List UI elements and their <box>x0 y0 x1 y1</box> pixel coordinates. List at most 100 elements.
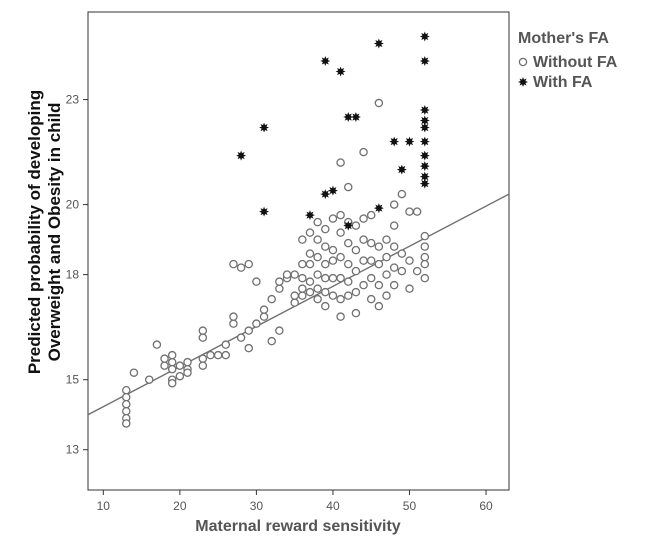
point-without-fa <box>244 326 253 335</box>
point-with-fa <box>389 136 400 147</box>
point-without-fa <box>336 273 345 283</box>
point-without-fa <box>305 259 315 269</box>
point-without-fa <box>420 259 430 269</box>
point-with-fa <box>419 171 430 182</box>
point-without-fa <box>290 291 299 300</box>
point-without-fa <box>167 378 177 388</box>
point-without-fa <box>167 357 177 367</box>
point-without-fa <box>359 147 368 157</box>
point-without-fa <box>313 284 322 293</box>
point-without-fa <box>321 224 330 234</box>
point-without-fa <box>321 287 330 297</box>
point-with-fa <box>320 189 331 200</box>
point-without-fa <box>321 259 330 269</box>
point-without-fa <box>374 259 384 269</box>
point-without-fa <box>160 354 169 363</box>
point-with-fa <box>404 136 415 147</box>
point-without-fa <box>313 217 322 227</box>
point-without-fa <box>313 294 322 304</box>
point-without-fa <box>397 249 407 258</box>
point-without-fa <box>198 326 208 335</box>
point-without-fa <box>374 98 384 108</box>
point-without-fa <box>244 259 253 269</box>
point-without-fa <box>122 419 131 428</box>
point-without-fa <box>298 284 307 293</box>
point-without-fa <box>290 298 299 307</box>
point-without-fa <box>351 287 361 297</box>
point-without-fa <box>328 256 338 265</box>
y-tick-label: 15 <box>66 373 80 387</box>
y-axis-title-line-2: Overweight and Obesity in child <box>45 103 64 362</box>
point-without-fa <box>382 235 391 244</box>
point-without-fa <box>405 207 414 216</box>
x-tick-label: 30 <box>250 499 264 513</box>
point-without-fa <box>389 242 399 251</box>
point-without-fa <box>366 256 376 265</box>
point-without-fa <box>183 357 192 367</box>
point-without-fa <box>420 231 430 241</box>
point-without-fa <box>122 392 131 402</box>
point-without-fa <box>305 249 315 258</box>
point-without-fa <box>160 361 169 370</box>
point-without-fa <box>259 312 269 321</box>
point-with-fa <box>396 164 407 175</box>
x-axis-ticks: 10 20 30 40 50 60 <box>97 490 493 513</box>
point-without-fa <box>144 375 154 384</box>
point-without-fa <box>275 277 284 286</box>
x-tick-label: 50 <box>403 499 417 513</box>
point-with-fa <box>419 56 430 67</box>
point-with-fa <box>419 115 430 126</box>
point-with-fa <box>419 161 430 172</box>
point-without-fa <box>397 189 407 199</box>
point-without-fa <box>359 280 368 290</box>
legend-open-circle-icon <box>518 57 528 67</box>
point-without-fa <box>328 245 338 255</box>
point-without-fa <box>374 280 384 290</box>
point-with-fa <box>259 122 270 133</box>
point-without-fa <box>298 259 307 269</box>
legend-entry-without-fa: Without FA <box>533 54 618 71</box>
point-without-fa <box>328 214 338 223</box>
point-without-fa <box>129 368 139 377</box>
point-without-fa <box>389 221 399 230</box>
y-tick-label: 18 <box>66 268 80 282</box>
point-with-fa <box>335 66 346 77</box>
point-without-fa <box>420 252 430 262</box>
point-without-fa <box>374 242 384 251</box>
point-with-fa <box>373 203 384 214</box>
y-tick-label: 23 <box>66 93 80 107</box>
point-without-fa <box>152 340 162 349</box>
point-without-fa <box>344 291 353 300</box>
point-without-fa <box>305 287 315 297</box>
point-without-fa <box>359 235 368 244</box>
point-without-fa <box>213 350 223 360</box>
point-without-fa <box>389 263 399 272</box>
point-without-fa <box>328 291 338 300</box>
x-tick-label: 40 <box>326 499 340 513</box>
point-without-fa <box>229 259 238 269</box>
point-without-fa <box>252 319 261 328</box>
point-without-fa <box>336 158 345 167</box>
point-without-fa <box>344 259 353 269</box>
point-without-fa <box>259 305 269 314</box>
point-without-fa <box>359 214 368 223</box>
point-without-fa <box>236 263 246 272</box>
point-without-fa <box>305 277 315 286</box>
point-without-fa <box>305 228 315 237</box>
point-without-fa <box>321 273 330 283</box>
point-without-fa <box>229 319 238 328</box>
point-without-fa <box>344 277 353 286</box>
point-without-fa <box>290 270 299 279</box>
point-with-fa <box>419 178 430 189</box>
point-without-fa <box>366 210 376 220</box>
point-without-fa <box>221 350 231 360</box>
point-without-fa <box>336 312 345 321</box>
point-without-fa <box>389 280 399 290</box>
plot-frame <box>87 11 510 491</box>
point-without-fa <box>397 266 407 276</box>
point-without-fa <box>275 284 284 293</box>
data-points <box>122 31 430 428</box>
point-with-fa <box>419 122 430 133</box>
point-without-fa <box>321 242 330 251</box>
